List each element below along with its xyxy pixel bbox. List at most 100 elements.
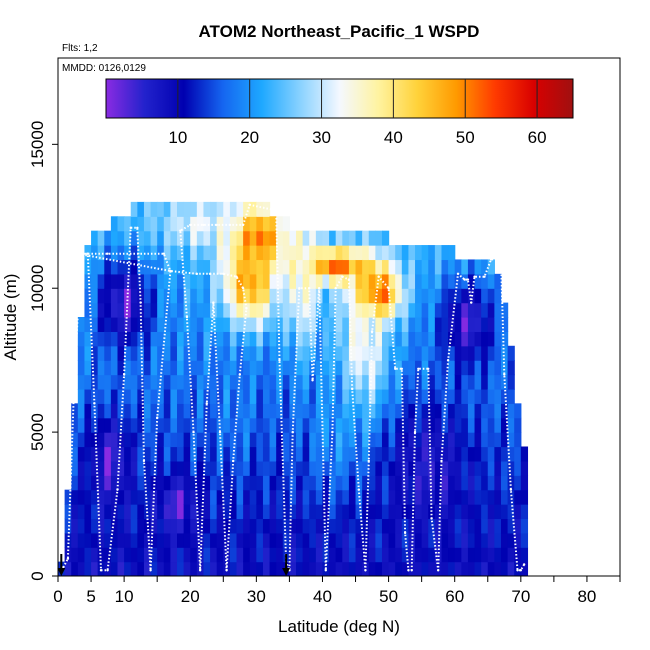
heatmap-cell <box>441 432 449 448</box>
heatmap-cell <box>461 475 469 491</box>
heatmap-cell <box>500 518 509 534</box>
heatmap-cell <box>467 345 476 361</box>
heatmap-cell <box>223 374 231 390</box>
heatmap-cell <box>143 547 152 563</box>
heatmap-cell <box>434 374 443 390</box>
heatmap-cell <box>428 374 436 390</box>
heatmap-cell <box>269 432 277 448</box>
heatmap-cell <box>401 302 410 318</box>
heatmap-cell <box>177 388 185 404</box>
heatmap-cell <box>368 547 376 563</box>
flight-track-point <box>122 373 126 376</box>
heatmap-cell <box>183 475 191 491</box>
heatmap-cell <box>137 460 145 476</box>
heatmap-cell <box>183 489 191 505</box>
heatmap-cell <box>401 489 410 505</box>
heatmap-cell <box>157 460 165 476</box>
heatmap-cell <box>448 259 456 275</box>
heatmap-cell <box>269 259 277 275</box>
heatmap-cell <box>375 403 383 419</box>
heatmap-cell <box>137 331 145 347</box>
heatmap-cell <box>381 230 390 246</box>
heatmap-cell <box>276 259 284 275</box>
heatmap-cell <box>243 345 251 361</box>
heatmap-cell <box>368 259 376 275</box>
heatmap-cell <box>223 245 231 261</box>
heatmap-cell <box>448 417 456 433</box>
heatmap-cell <box>84 547 92 563</box>
heatmap-cell <box>448 432 456 448</box>
heatmap-cell <box>170 273 178 289</box>
heatmap-cell <box>203 561 211 576</box>
heatmap-cell <box>401 388 410 404</box>
heatmap-cell <box>362 475 370 491</box>
heatmap-cell <box>143 432 152 448</box>
heatmap-cell <box>421 561 429 576</box>
heatmap-cell <box>243 201 251 217</box>
heatmap-cell <box>269 317 277 332</box>
heatmap-cell <box>355 504 363 520</box>
heatmap-cell <box>130 302 138 318</box>
heatmap-cell <box>487 446 495 462</box>
heatmap-cell <box>196 532 205 548</box>
heatmap-cell <box>441 259 449 275</box>
heatmap-cell <box>441 388 449 404</box>
heatmap-cell <box>177 446 185 462</box>
heatmap-cell <box>415 446 423 462</box>
heatmap-cell <box>124 273 132 289</box>
heatmap-cell <box>223 417 231 433</box>
heatmap-cell <box>110 532 119 548</box>
heatmap-cell <box>130 216 138 232</box>
heatmap-cell <box>157 547 165 563</box>
heatmap-cell <box>421 273 429 289</box>
heatmap-cell <box>229 201 238 217</box>
heatmap-cell <box>77 374 86 390</box>
heatmap-cell <box>137 446 145 462</box>
heatmap-cell <box>183 518 191 534</box>
heatmap-cell <box>296 417 304 433</box>
flight-track-point <box>215 223 218 227</box>
heatmap-cell <box>315 245 324 261</box>
heatmap-cell <box>110 547 119 563</box>
heatmap-cell <box>104 460 112 476</box>
heatmap-cell <box>249 273 257 289</box>
heatmap-cell <box>190 230 198 246</box>
heatmap-cell <box>401 403 410 419</box>
heatmap-cell <box>487 388 495 404</box>
heatmap-cell <box>335 547 343 563</box>
flight-track-point <box>466 278 470 281</box>
heatmap-cell <box>143 532 152 548</box>
heatmap-cell <box>322 317 330 332</box>
heatmap-cell <box>296 403 304 419</box>
heatmap-cell <box>249 460 257 476</box>
heatmap-cell <box>355 288 363 304</box>
heatmap-cell <box>302 417 310 433</box>
heatmap-cell <box>362 432 370 448</box>
heatmap-cell <box>415 432 423 448</box>
heatmap-cell <box>282 259 291 275</box>
heatmap-cell <box>71 489 79 505</box>
heatmap-cell <box>104 374 112 390</box>
colorbar: 10 20 30 40 50 60 <box>105 78 574 147</box>
heatmap-cell <box>203 403 211 419</box>
heatmap-cell <box>170 201 178 217</box>
heatmap-cell <box>170 403 178 419</box>
heatmap-cell <box>315 460 324 476</box>
heatmap-cell <box>362 561 370 576</box>
heatmap-cell <box>269 460 277 476</box>
heatmap-cell <box>322 345 330 361</box>
heatmap-cell <box>243 388 251 404</box>
heatmap-cell <box>137 245 145 261</box>
heatmap-cell <box>137 374 145 390</box>
heatmap-cell <box>269 230 277 246</box>
heatmap-cell <box>395 561 403 576</box>
heatmap-cell <box>190 259 198 275</box>
heatmap-cell <box>249 532 257 548</box>
heatmap-cell <box>329 561 337 576</box>
heatmap-cell <box>256 360 264 376</box>
heatmap-cell <box>249 230 257 246</box>
heatmap-cell <box>342 345 350 361</box>
heatmap-cell <box>309 504 317 520</box>
heatmap-cell <box>71 403 79 419</box>
heatmap-cell <box>124 388 132 404</box>
